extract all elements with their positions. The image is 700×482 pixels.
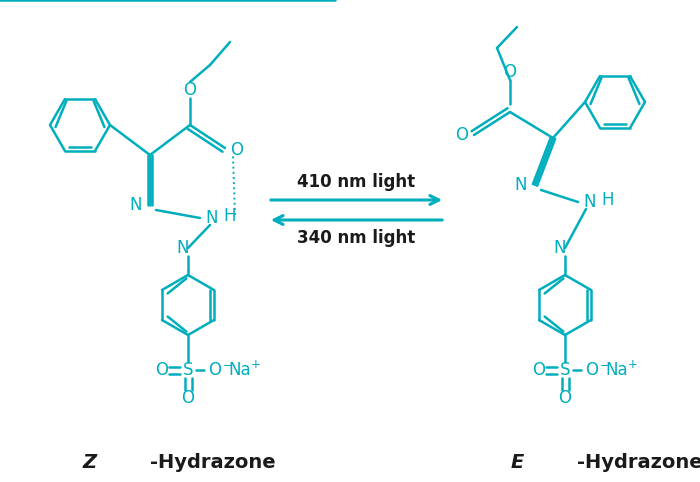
Text: 340 nm light: 340 nm light — [298, 229, 416, 247]
Text: N: N — [206, 209, 218, 227]
Text: 410 nm light: 410 nm light — [298, 173, 416, 191]
Text: -Hydrazone: -Hydrazone — [150, 453, 276, 471]
Text: O: O — [559, 389, 571, 407]
Text: Na: Na — [229, 361, 251, 379]
Text: Z: Z — [83, 453, 97, 471]
Text: H: H — [602, 191, 615, 209]
Text: −: − — [600, 359, 610, 372]
Text: H: H — [224, 207, 237, 225]
Text: +: + — [628, 359, 638, 372]
Text: O: O — [503, 63, 517, 81]
Text: O: O — [230, 141, 244, 159]
Text: S: S — [183, 361, 193, 379]
Text: O: O — [585, 361, 598, 379]
Text: +: + — [251, 359, 261, 372]
Text: N: N — [554, 239, 566, 257]
Text: O: O — [181, 389, 195, 407]
Text: Na: Na — [606, 361, 629, 379]
Text: N: N — [130, 196, 142, 214]
Text: N: N — [514, 176, 527, 194]
Text: −: − — [223, 359, 233, 372]
Text: N: N — [176, 239, 189, 257]
Text: O: O — [183, 81, 197, 99]
Text: O: O — [209, 361, 221, 379]
Text: O: O — [155, 361, 169, 379]
Text: O: O — [533, 361, 545, 379]
Text: -Hydrazone: -Hydrazone — [577, 453, 700, 471]
Text: S: S — [560, 361, 570, 379]
Text: E: E — [510, 453, 524, 471]
Text: N: N — [584, 193, 596, 211]
Text: O: O — [456, 126, 468, 144]
